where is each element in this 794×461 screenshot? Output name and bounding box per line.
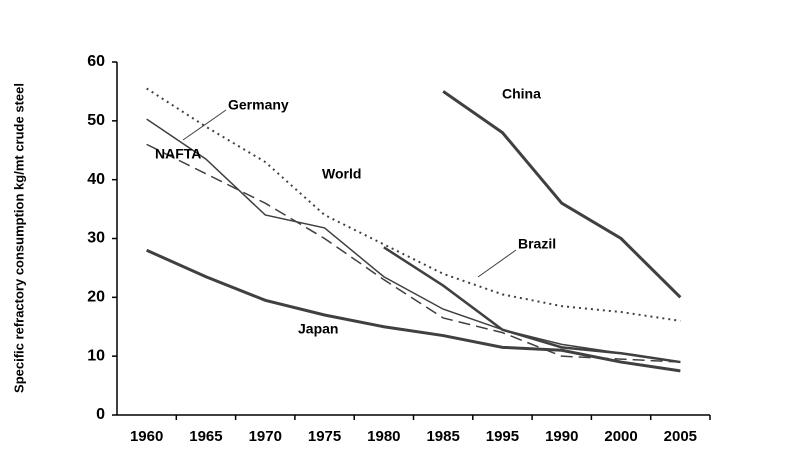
x-tick-label: 1980 — [367, 428, 400, 445]
x-tick-label: 1970 — [249, 428, 282, 445]
y-tick-label: 20 — [87, 289, 105, 306]
series-line — [146, 118, 681, 363]
x-tick-label: 1990 — [545, 428, 578, 445]
pointer — [182, 109, 227, 141]
series-label: World — [322, 166, 361, 182]
series-label: Brazil — [518, 236, 556, 252]
series-label: Germany — [228, 97, 289, 113]
x-tick-label: 1995 — [486, 428, 519, 445]
y-tick-label: 0 — [96, 406, 105, 423]
y-axis-label: Specific refractory consumption kg/mt cr… — [11, 83, 26, 393]
y-tick-label: 30 — [87, 230, 105, 247]
series-line — [146, 143, 681, 363]
y-tick-label: 10 — [87, 347, 105, 364]
x-tick-label: 1985 — [426, 428, 459, 445]
series-label: NAFTA — [155, 146, 201, 162]
series-line — [442, 90, 682, 299]
x-tick-label: 2000 — [604, 428, 637, 445]
y-tick-label: 40 — [87, 171, 105, 188]
x-tick-label: 1975 — [308, 428, 341, 445]
y-tick-label: 50 — [87, 112, 105, 129]
series-label: Japan — [298, 321, 338, 337]
x-tick-label: 1960 — [130, 428, 163, 445]
x-tick-label: 2005 — [664, 428, 697, 445]
series-label: China — [502, 86, 541, 102]
series-line — [146, 248, 681, 373]
series-line — [146, 87, 681, 322]
y-tick-label: 60 — [87, 53, 105, 70]
series-line — [383, 246, 681, 364]
x-tick-label: 1965 — [189, 428, 222, 445]
pointer — [477, 249, 517, 278]
